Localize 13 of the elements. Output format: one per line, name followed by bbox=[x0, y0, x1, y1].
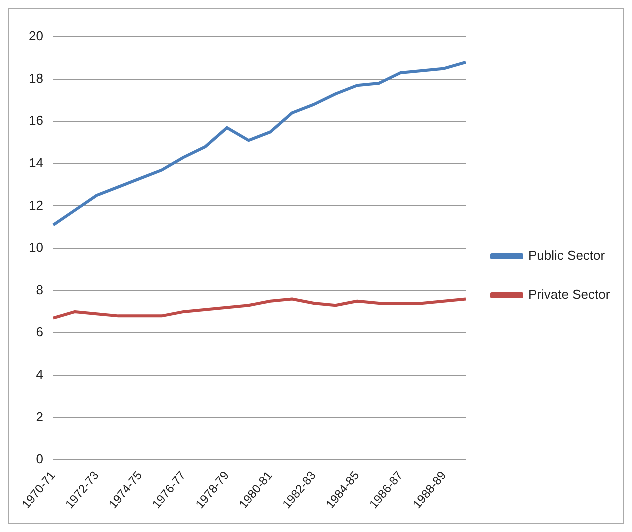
y-tick-label: 6 bbox=[36, 324, 44, 340]
y-tick-label: 18 bbox=[28, 70, 44, 86]
y-tick-label: 16 bbox=[28, 113, 44, 128]
legend-label: Private Sector bbox=[528, 287, 611, 302]
y-tick-label: 4 bbox=[36, 366, 44, 382]
y-tick-label: 14 bbox=[28, 155, 44, 170]
y-tick-label: 20 bbox=[28, 28, 44, 44]
y-tick-label: 10 bbox=[28, 240, 44, 256]
y-tick-label: 8 bbox=[36, 282, 44, 298]
y-tick-label: 2 bbox=[36, 409, 44, 424]
legend-label: Public Sector bbox=[528, 248, 606, 264]
y-tick-label: 12 bbox=[28, 198, 44, 213]
y-tick-label: 0 bbox=[36, 452, 44, 467]
